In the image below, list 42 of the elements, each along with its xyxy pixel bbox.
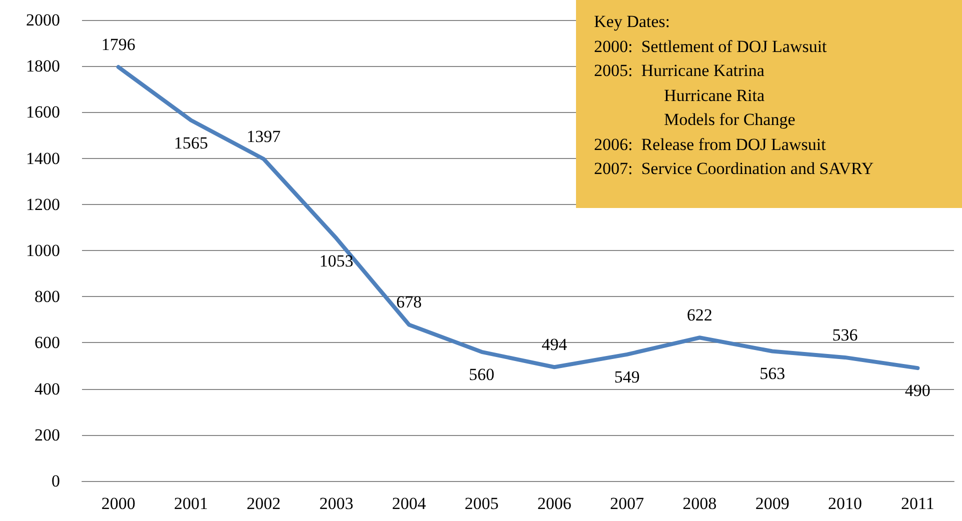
- y-tick-label: 800: [34, 287, 60, 306]
- x-tick-label: 2005: [464, 494, 499, 513]
- y-tick-label: 1000: [26, 241, 60, 260]
- x-tick-label: 2007: [610, 494, 644, 513]
- x-tick-label: 2003: [319, 494, 354, 513]
- data-label: 678: [396, 292, 422, 312]
- annotation: Models for Change: [663, 109, 796, 131]
- data-label: 490: [904, 381, 930, 400]
- annotation: 2006: Release from DOJ Lawsuit: [594, 134, 827, 156]
- data-label: 1053: [319, 251, 354, 270]
- annotation: Hurricane Rita: [663, 84, 766, 106]
- y-tick-label: 1200: [26, 194, 60, 214]
- y-tick-label: 200: [34, 425, 60, 444]
- data-label: 622: [686, 306, 712, 325]
- x-tick-label: 2009: [755, 494, 790, 513]
- y-tick-label: 2000: [26, 10, 60, 30]
- x-tick-label: 2006: [537, 494, 572, 513]
- data-label: 1796: [101, 35, 136, 54]
- data-label: 1397: [246, 126, 282, 146]
- x-tick-label: 2010: [828, 494, 862, 513]
- y-tick-label: 0: [52, 472, 60, 490]
- y-tick-label: 400: [34, 379, 60, 398]
- data-label: 563: [760, 364, 786, 384]
- data-label: 549: [614, 367, 640, 386]
- annotation: 2005: Hurricane Katrina: [594, 60, 766, 82]
- y-tick-label: 1400: [26, 148, 60, 168]
- y-tick-label: 600: [34, 333, 60, 352]
- data-label: 1565: [174, 133, 208, 152]
- x-tick-label: 2008: [682, 494, 717, 513]
- x-tick-label: 2004: [392, 494, 426, 513]
- data-label: 494: [542, 335, 568, 354]
- x-tick-label: 2011: [900, 494, 934, 513]
- data-label: 536: [832, 325, 858, 344]
- y-tick-label: 1800: [26, 56, 60, 76]
- annotation: 2007: Service Coordination and SAVRY: [594, 158, 875, 180]
- annotation: 2000: Settlement of DOJ Lawsuit: [594, 36, 828, 58]
- annotation: Key Dates:: [594, 11, 672, 33]
- x-tick-label: 2000: [101, 494, 136, 513]
- data-label: 560: [468, 364, 494, 384]
- y-tick-label: 1600: [26, 102, 60, 122]
- x-tick-label: 2001: [174, 494, 208, 513]
- x-tick-label: 2002: [246, 494, 281, 513]
